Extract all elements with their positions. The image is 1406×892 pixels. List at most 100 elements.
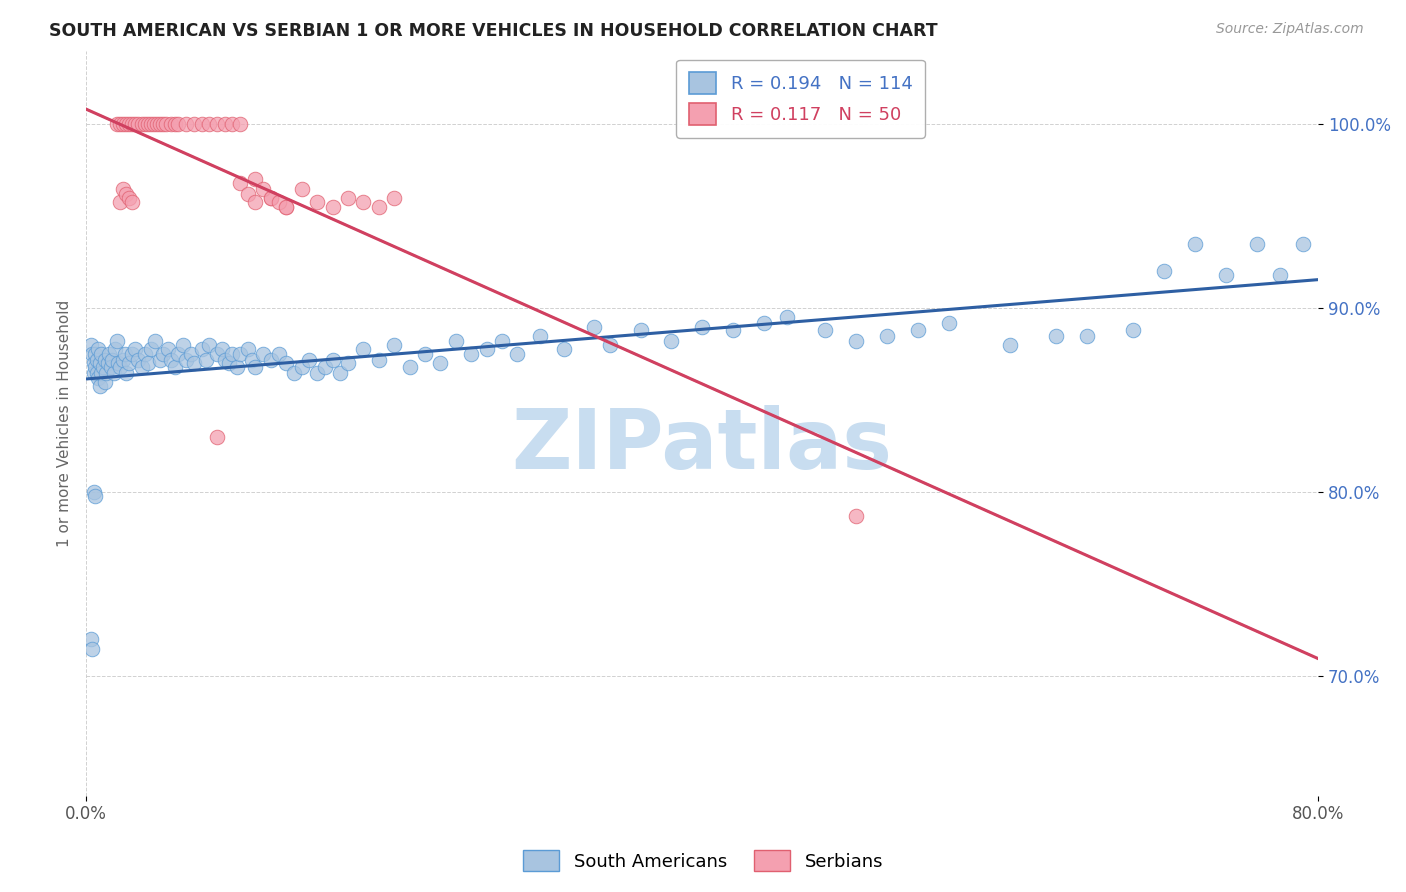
Point (159, 117, 181, 131)
Point (630, 323, 652, 337)
Point (112, 181, 135, 195)
Point (260, 352, 283, 367)
Point (752, 316, 775, 330)
Point (165, 360, 187, 375)
Point (252, 181, 274, 195)
Point (87, 371, 110, 385)
Point (1045, 328, 1067, 343)
Point (83, 356, 105, 370)
Point (136, 117, 159, 131)
Point (100, 360, 122, 375)
Point (91, 360, 114, 375)
Point (845, 334, 868, 349)
Point (108, 117, 131, 131)
Point (776, 310, 799, 325)
Point (291, 360, 314, 375)
Point (226, 360, 249, 375)
Point (198, 338, 221, 352)
Point (115, 117, 138, 131)
Point (205, 430, 228, 444)
Point (553, 342, 575, 356)
Point (460, 347, 482, 361)
Point (1246, 236, 1268, 251)
Point (146, 117, 169, 131)
Point (583, 319, 606, 334)
Point (1184, 236, 1206, 251)
Point (321, 200, 343, 214)
Point (938, 316, 960, 330)
Point (180, 347, 202, 361)
Point (149, 117, 172, 131)
Point (131, 117, 153, 131)
Point (1122, 323, 1144, 337)
Point (252, 347, 274, 361)
Point (382, 338, 405, 352)
Point (229, 347, 252, 361)
Point (121, 117, 143, 131)
Point (118, 356, 141, 370)
Point (98, 347, 121, 361)
Point (245, 194, 267, 209)
Point (155, 117, 177, 131)
Point (136, 356, 159, 370)
Point (115, 366, 138, 380)
Point (190, 117, 212, 131)
Point (121, 347, 143, 361)
Point (267, 347, 290, 361)
Point (174, 117, 197, 131)
Legend: South Americans, Serbians: South Americans, Serbians (516, 843, 890, 879)
Point (103, 366, 125, 380)
Point (84, 489, 107, 503)
Point (298, 352, 321, 367)
Point (195, 352, 218, 367)
Point (329, 366, 352, 380)
Point (83, 366, 105, 380)
Point (167, 117, 190, 131)
Point (661, 334, 683, 349)
Point (245, 360, 267, 375)
Point (114, 347, 136, 361)
Point (352, 194, 374, 209)
Point (413, 347, 436, 361)
Point (336, 191, 359, 205)
Point (876, 328, 898, 343)
Point (475, 342, 498, 356)
Point (107, 356, 129, 370)
Point (291, 181, 314, 195)
Point (87, 342, 110, 356)
Point (491, 334, 513, 349)
Point (86, 366, 108, 380)
Y-axis label: 1 or more Vehicles in Household: 1 or more Vehicles in Household (58, 300, 72, 547)
Point (89, 356, 111, 370)
Point (1292, 236, 1315, 251)
Point (82, 347, 104, 361)
Point (245, 172, 267, 186)
Point (124, 117, 146, 131)
Point (118, 191, 141, 205)
Point (314, 360, 336, 375)
Point (83, 485, 105, 500)
Point (134, 117, 156, 131)
Point (506, 347, 529, 361)
Point (599, 338, 621, 352)
Point (86, 352, 108, 367)
Point (183, 117, 205, 131)
Point (444, 334, 467, 349)
Text: SOUTH AMERICAN VS SERBIAN 1 OR MORE VEHICLES IN HOUSEHOLD CORRELATION CHART: SOUTH AMERICAN VS SERBIAN 1 OR MORE VEHI… (49, 22, 938, 40)
Point (174, 352, 197, 367)
Point (115, 187, 138, 202)
Point (121, 194, 143, 209)
Point (93, 375, 115, 389)
Point (814, 323, 837, 337)
Point (276, 200, 298, 214)
Point (190, 342, 212, 356)
Point (336, 356, 359, 370)
Point (89, 378, 111, 392)
Point (211, 342, 233, 356)
Point (1000, 338, 1022, 352)
Point (118, 117, 141, 131)
Point (101, 352, 124, 367)
Point (112, 352, 135, 367)
Point (198, 117, 221, 131)
Point (145, 334, 167, 349)
